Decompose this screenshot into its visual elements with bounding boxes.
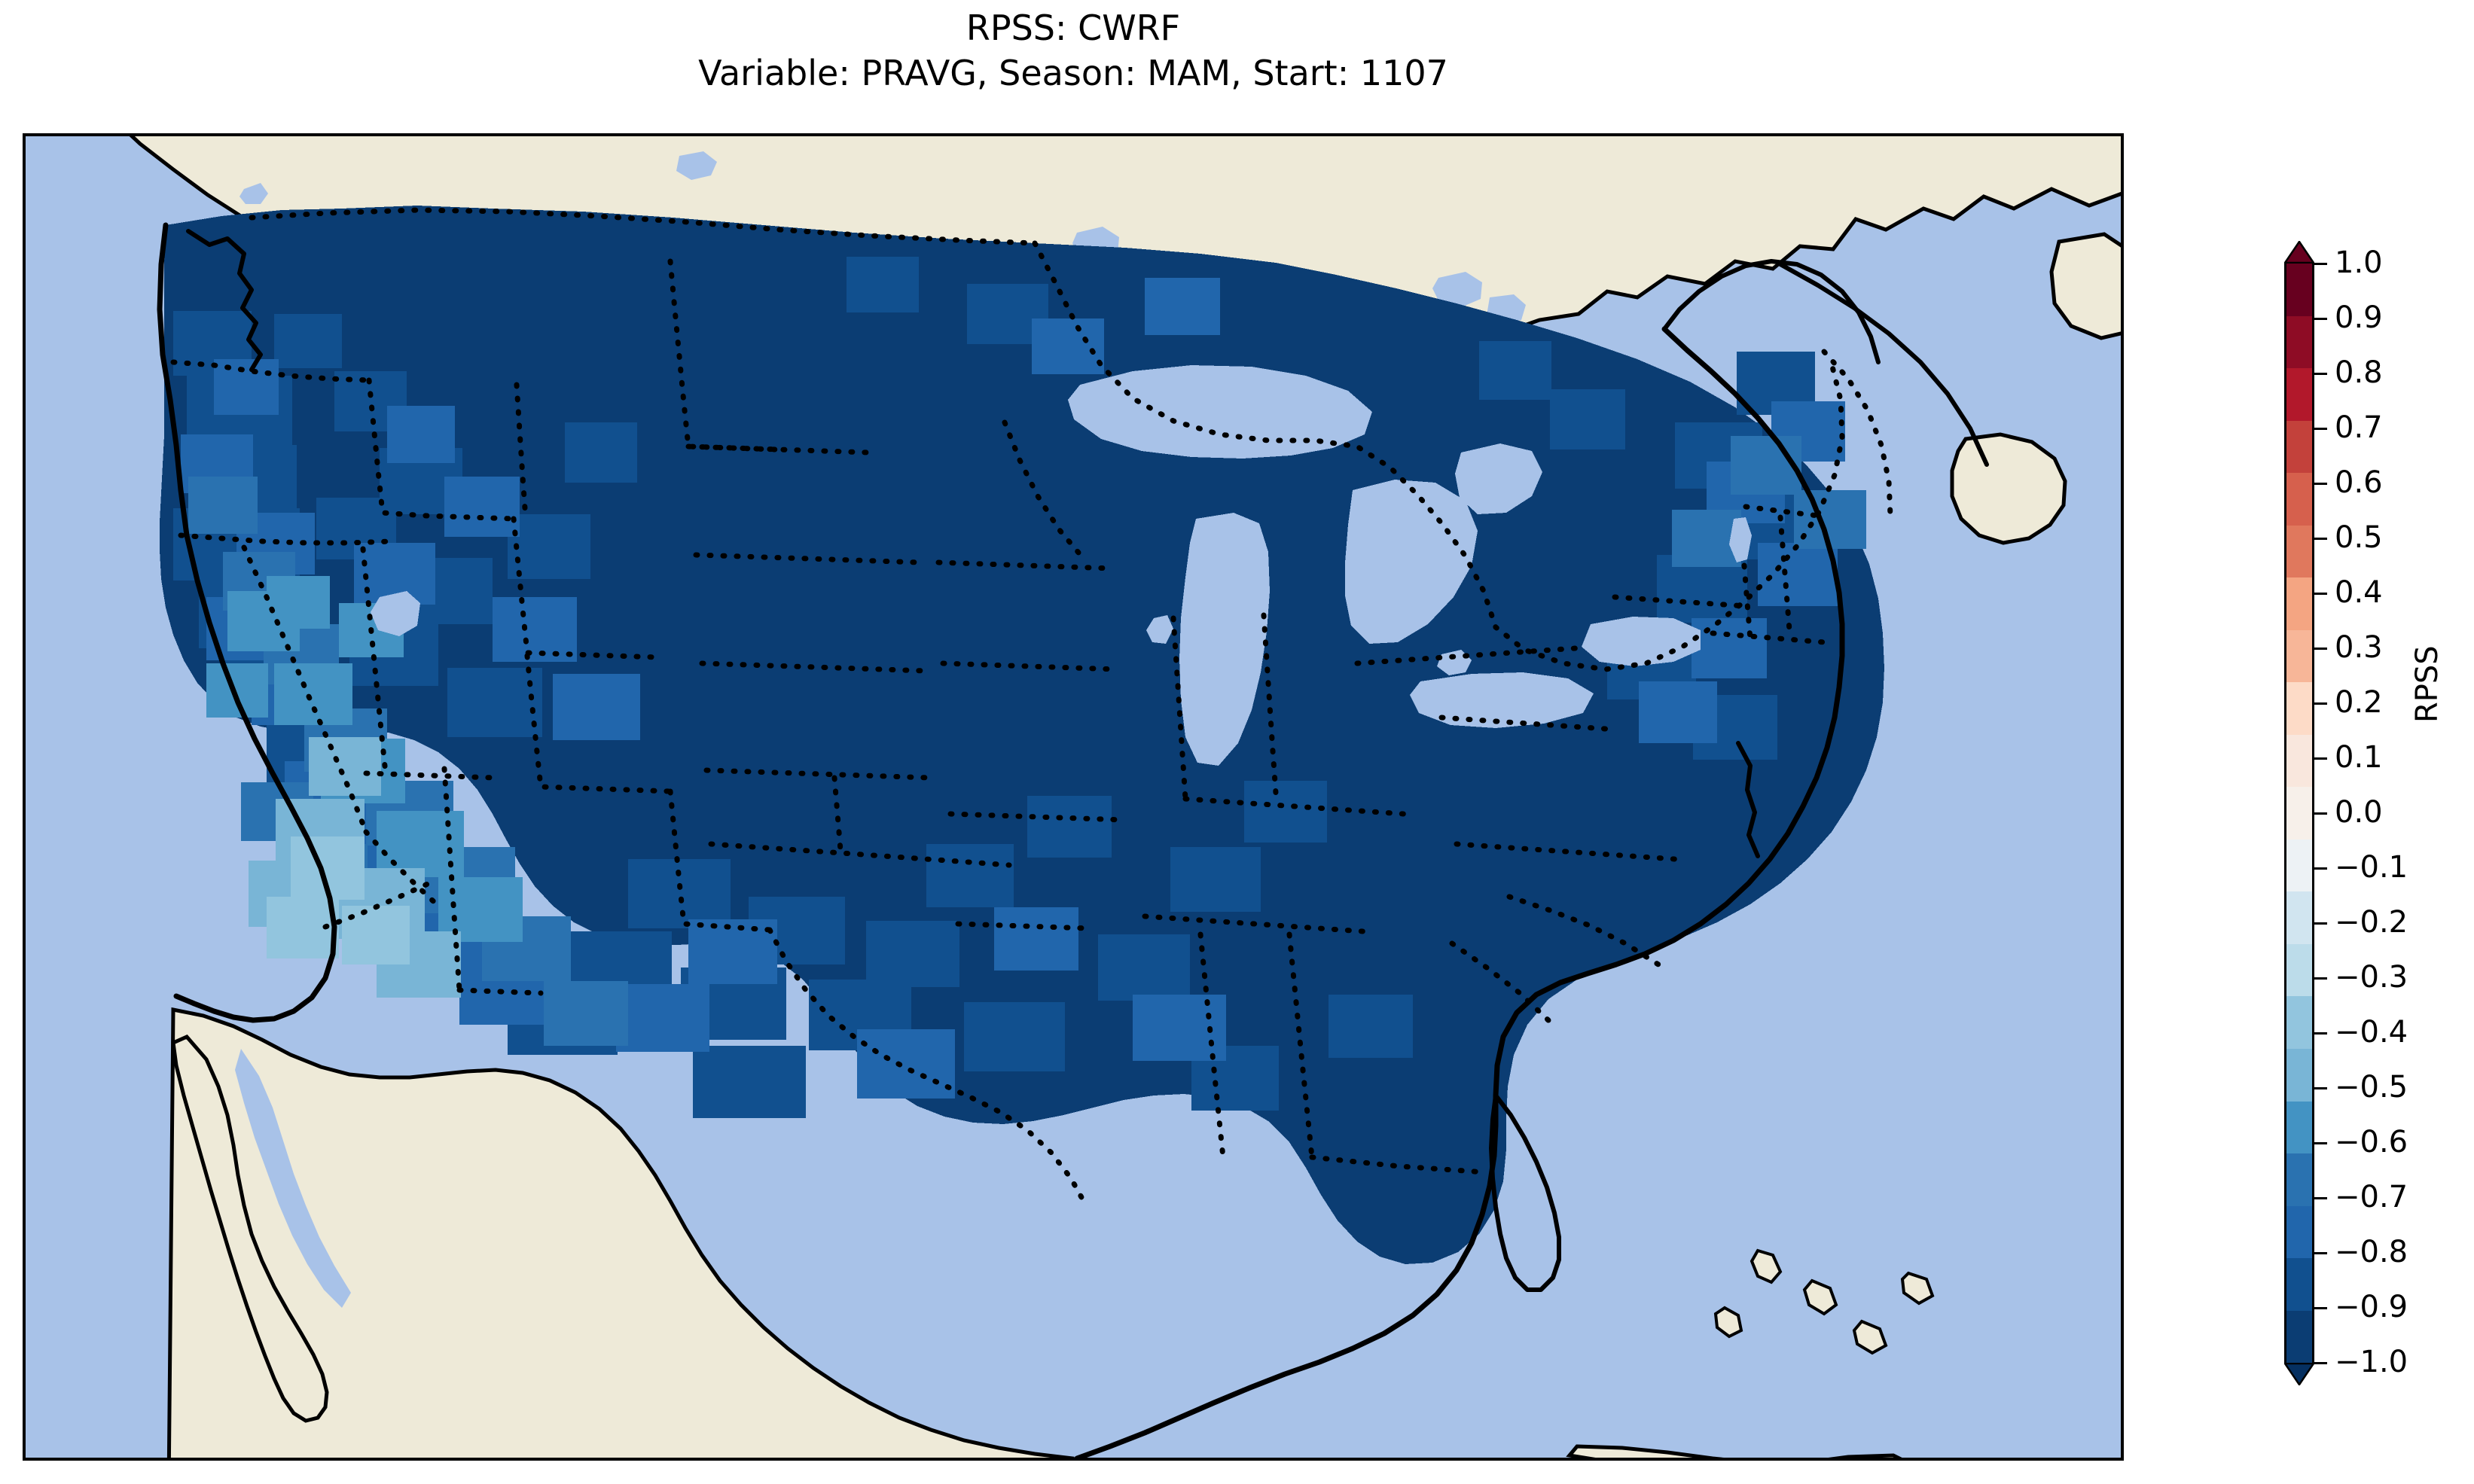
colorbar-tick-label: 0.9	[2335, 300, 2383, 335]
colorbar-level-8	[2286, 682, 2312, 735]
colorbar-tick-mark	[2314, 757, 2327, 760]
nova-scotia	[1950, 432, 2067, 545]
colorbar-tick-mark	[2314, 977, 2327, 980]
colorbar-tick-mark	[2314, 1196, 2327, 1199]
colorbar-tick-mark	[2314, 702, 2327, 705]
colorbar-extend-top-arrow	[2284, 241, 2314, 264]
colorbar-tick-mark	[2314, 1306, 2327, 1309]
colorbar: 1.0 0.9 0.8 0.7 0.6 0.5 0.4 0.3 0.2 0.1 0.0 −0.1 −0.…	[2284, 241, 2408, 1385]
cuba-landmass	[1566, 1444, 1902, 1458]
newfoundland	[2049, 232, 2121, 340]
title-line-details: Variable: PRAVG, Season: MAM, Start: 110…	[698, 52, 1448, 93]
colorbar-tick-mark	[2314, 867, 2327, 870]
colorbar-level-13	[2286, 943, 2312, 997]
page-title: RPSS: CWRF Variable: PRAVG, Season: MAM,…	[0, 6, 2146, 96]
colorbar-level-16	[2286, 1101, 2312, 1154]
map-axes	[23, 133, 2124, 1461]
colorbar-tick-mark	[2314, 922, 2327, 925]
colorbar-tick-label: −0.2	[2335, 905, 2408, 940]
colorbar-tick-label: 0.0	[2335, 795, 2383, 830]
colorbar-level-4	[2286, 473, 2312, 526]
colorbar-axis-label: RPSS	[2410, 645, 2445, 723]
colorbar-tick-label: 0.8	[2335, 355, 2383, 390]
colorbar-extend-bottom-arrow	[2284, 1363, 2314, 1385]
colorbar-tick-mark	[2314, 1031, 2327, 1035]
colorbar-tick-label: −0.3	[2335, 960, 2408, 995]
gulf-of-california	[235, 1049, 351, 1308]
colorbar-level-2	[2286, 368, 2312, 421]
colorbar-tick-label: −0.7	[2335, 1180, 2408, 1214]
colorbar-tick-mark	[2314, 1251, 2327, 1254]
colorbar-tick-mark	[2314, 482, 2327, 485]
colorbar-tick-mark	[2314, 592, 2327, 595]
state-borders	[170, 207, 1893, 1208]
great-salt-lake	[371, 591, 420, 636]
colorbar-level-11	[2286, 839, 2312, 892]
map-plot-area	[26, 136, 2121, 1458]
colorbar-tick-list: 1.0 0.9 0.8 0.7 0.6 0.5 0.4 0.3 0.2 0.1 0.0 −0.1 −0.…	[2314, 245, 2474, 1379]
colorbar-tick-label: 0.3	[2335, 630, 2383, 665]
colorbar-tick-mark	[2314, 537, 2327, 540]
colorbar-level-3	[2286, 420, 2312, 474]
colorbar-tick-mark	[2314, 647, 2327, 650]
colorbar-tick-mark	[2314, 1141, 2327, 1144]
colorbar-level-19	[2286, 1258, 2312, 1311]
colorbar-tick-label: 0.6	[2335, 465, 2383, 500]
colorbar-tick-label: 0.1	[2335, 740, 2383, 775]
colorbar-tick-mark	[2314, 262, 2327, 265]
colorbar-tick-label: 0.2	[2335, 685, 2383, 720]
colorbar-level-9	[2286, 734, 2312, 788]
colorbar-tick-label: 0.5	[2335, 520, 2383, 555]
colorbar-level-12	[2286, 891, 2312, 944]
rpss-data-grid	[160, 206, 1884, 1264]
colorbar-level-17	[2286, 1153, 2312, 1206]
colorbar-level-10	[2286, 787, 2312, 840]
rpss-band-neg075	[181, 278, 1845, 1099]
map-svg	[26, 136, 2121, 1458]
colorbar-level-14	[2286, 996, 2312, 1049]
colorbar-level-1	[2286, 315, 2312, 369]
colorbar-tick-label: −0.9	[2335, 1290, 2408, 1324]
great-lakes	[1068, 365, 1752, 766]
colorbar-tick-label: −0.8	[2335, 1235, 2408, 1269]
colorbar-tick-mark	[2314, 1361, 2327, 1364]
colorbar-tick-mark	[2314, 427, 2327, 430]
colorbar-tick-label: −0.6	[2335, 1125, 2408, 1159]
colorbar-level-5	[2286, 525, 2312, 578]
colorbar-level-0	[2286, 264, 2312, 316]
colorbar-tick-mark	[2314, 1086, 2327, 1089]
colorbar-tick-mark	[2314, 372, 2327, 375]
colorbar-gradient-strip	[2284, 264, 2314, 1364]
colorbar-tick-label: 0.7	[2335, 410, 2383, 445]
colorbar-tick-mark	[2314, 812, 2327, 815]
baja-peninsula	[171, 1034, 329, 1423]
colorbar-level-18	[2286, 1205, 2312, 1259]
colorbar-level-15	[2286, 1048, 2312, 1102]
title-line-metric: RPSS: CWRF	[966, 8, 1181, 48]
colorbar-level-20	[2286, 1310, 2312, 1364]
colorbar-tick-label: −1.0	[2335, 1345, 2408, 1379]
colorbar-tick-label: 0.4	[2335, 575, 2383, 610]
colorbar-tick-label: −0.1	[2335, 850, 2408, 885]
colorbar-tick-label: −0.4	[2335, 1015, 2408, 1050]
colorbar-tick-mark	[2314, 317, 2327, 320]
colorbar-tick-label: 1.0	[2335, 245, 2383, 280]
coastlines	[157, 222, 1989, 1458]
mexico-landmass	[166, 1007, 1075, 1458]
colorbar-level-7	[2286, 629, 2312, 683]
colorbar-level-6	[2286, 577, 2312, 630]
bahamas-islands	[1713, 1248, 1935, 1355]
colorbar-tick-label: −0.5	[2335, 1070, 2408, 1105]
